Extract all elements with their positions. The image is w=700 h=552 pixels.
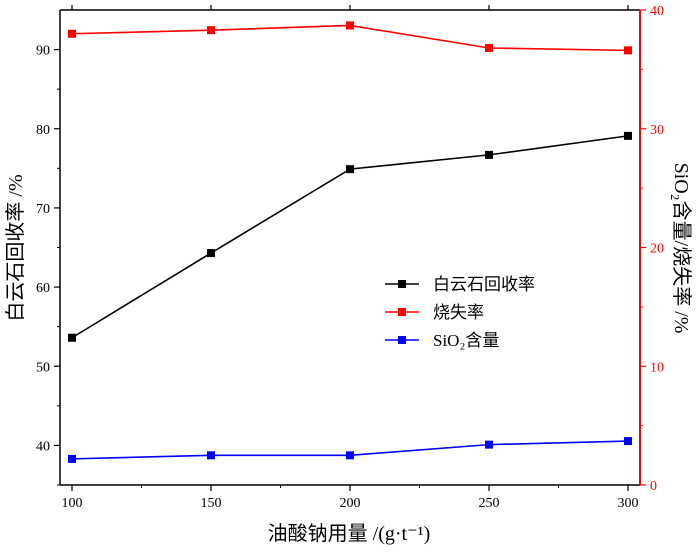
- chart-series: [68, 21, 632, 463]
- x-tick-label: 200: [340, 496, 361, 511]
- data-point: [68, 333, 76, 342]
- data-point: [624, 131, 632, 140]
- y-right-tick-label: 30: [650, 123, 664, 138]
- legend-marker: [398, 280, 406, 288]
- data-point: [485, 440, 493, 449]
- y-left-tick-label: 40: [36, 439, 50, 454]
- data-point: [485, 44, 493, 52]
- y-axis-left-label: 白云石回收率 /%: [4, 174, 27, 321]
- data-point: [207, 26, 215, 35]
- x-tick-label: 250: [479, 496, 500, 511]
- data-point: [346, 165, 354, 174]
- y-right-tick-label: 10: [650, 360, 664, 375]
- y-right-tick-label: 0: [650, 479, 657, 494]
- y-right-tick-label: 20: [650, 242, 664, 257]
- legend-label: 白云石回收率: [433, 275, 535, 294]
- data-point: [207, 451, 215, 460]
- x-tick-label: 100: [62, 496, 83, 511]
- data-point: [346, 451, 354, 460]
- legend-label: 烧失率: [433, 303, 484, 322]
- y-left-tick-label: 80: [36, 123, 50, 138]
- y-left-tick-label: 70: [36, 202, 50, 217]
- x-axis-label: 油酸钠用量 /(g·t⁻¹): [268, 522, 431, 545]
- data-point: [346, 21, 354, 30]
- legend-marker: [398, 308, 406, 316]
- y-axis-right-label: SiO₂含量/烧失率 /%: [670, 163, 693, 334]
- data-point: [624, 437, 632, 446]
- y-left-tick-label: 90: [36, 44, 50, 59]
- y-left-tick-label: 60: [36, 281, 50, 296]
- data-point: [207, 249, 215, 258]
- data-point: [68, 454, 76, 463]
- y-right-tick-label: 40: [650, 4, 664, 19]
- data-point: [624, 46, 632, 55]
- legend-marker: [398, 336, 406, 344]
- data-point: [485, 150, 493, 159]
- legend-label: SiO₂含量: [433, 331, 499, 350]
- y-left-tick-label: 50: [36, 360, 50, 375]
- data-point: [68, 29, 76, 38]
- x-tick-label: 150: [201, 496, 222, 511]
- chart-axes: 100 150 200 250 300 40 50 60 70 80 90 0 10 20 30 40: [36, 4, 664, 511]
- x-tick-label: 300: [618, 496, 639, 511]
